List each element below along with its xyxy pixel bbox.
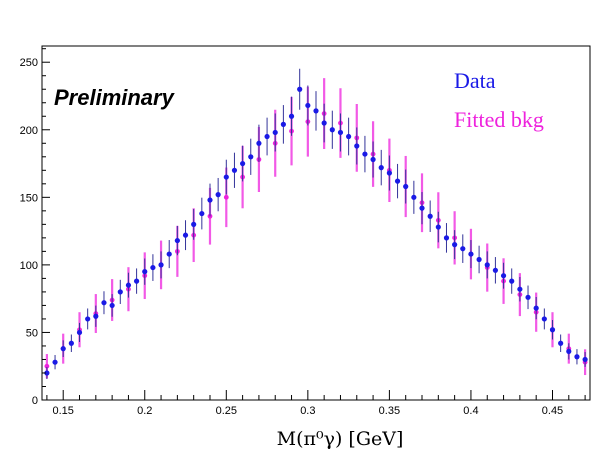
data-point [142, 269, 148, 275]
data-point [288, 113, 295, 119]
data-point [223, 174, 229, 180]
data-point [256, 140, 262, 146]
legend-data-label: Data [454, 68, 496, 93]
data-point [378, 165, 384, 171]
y-tick-label: 200 [20, 125, 38, 137]
data-point [509, 278, 515, 284]
data-point [582, 356, 588, 363]
data-point [419, 205, 425, 211]
data-point [166, 251, 172, 257]
data-point [68, 340, 74, 346]
data-point [231, 167, 238, 173]
data-point [264, 133, 270, 140]
x-tick-label: 0.4 [463, 405, 478, 417]
x-tick-label: 0.35 [379, 405, 400, 417]
data-point [370, 156, 376, 163]
data-point [427, 213, 433, 219]
data-point [44, 370, 50, 376]
data-point [354, 143, 360, 149]
y-tick-label: 150 [20, 192, 38, 204]
x-tick-label: 0.2 [137, 405, 152, 417]
data-point [109, 302, 115, 309]
data-point [305, 102, 311, 109]
data-point [362, 151, 368, 157]
data-point [452, 242, 458, 248]
data-point [297, 86, 303, 92]
data-point [533, 305, 539, 311]
data-point [411, 194, 417, 200]
data-point [199, 210, 205, 217]
data-point [517, 286, 523, 292]
data-point [93, 313, 99, 319]
data-point [346, 133, 352, 140]
y-tick-label: 250 [20, 57, 38, 69]
data-point [191, 221, 197, 227]
data-point [484, 262, 490, 268]
y-axis: 0 50 100 150 200 250 [20, 48, 50, 407]
data-point [558, 340, 564, 346]
data-point [386, 170, 392, 176]
data-point [125, 282, 132, 288]
data-point [158, 262, 164, 268]
data-point [403, 183, 409, 190]
data-series [44, 68, 588, 380]
preliminary-annotation: Preliminary [54, 85, 176, 110]
x-tick-label: 0.25 [216, 405, 237, 417]
x-axis: 0.15 0.2 0.25 0.3 0.35 0.4 0.45 [46, 390, 586, 417]
y-tick-label: 0 [32, 395, 38, 407]
data-point [460, 246, 466, 252]
data-point [468, 251, 474, 257]
data-point [549, 327, 556, 333]
data-point [174, 237, 180, 244]
data-point [492, 267, 499, 273]
data-point [215, 192, 221, 198]
data-point [272, 129, 278, 136]
data-point [574, 354, 580, 360]
data-point [500, 273, 507, 279]
bkg-point [223, 194, 229, 200]
data-point [337, 129, 344, 136]
data-point [566, 348, 572, 354]
data-point [280, 121, 286, 127]
x-axis-label: M(π⁰γ) [GeV] [277, 428, 404, 450]
data-point [101, 300, 107, 306]
y-tick-label: 50 [26, 327, 38, 339]
data-point [182, 232, 189, 238]
data-point [52, 359, 58, 365]
data-point [85, 316, 91, 322]
data-point [394, 178, 401, 184]
x-tick-label: 0.3 [300, 405, 315, 417]
legend-fitted-bkg-label: Fitted bkg [454, 107, 544, 132]
data-point [133, 278, 140, 284]
data-point [76, 329, 83, 336]
data-point [207, 197, 213, 203]
data-point [248, 154, 254, 160]
data-point [541, 316, 547, 322]
data-point [117, 289, 123, 295]
x-tick-label: 0.15 [52, 405, 73, 417]
data-point [150, 264, 156, 271]
data-point [525, 294, 531, 300]
data-point [329, 127, 335, 133]
x-tick-label: 0.45 [542, 405, 563, 417]
data-point [240, 160, 246, 167]
y-tick-label: 100 [20, 260, 38, 272]
data-point [435, 224, 441, 230]
data-point [443, 235, 450, 241]
data-point [313, 108, 319, 114]
data-point [321, 120, 327, 126]
data-point [476, 256, 482, 263]
bkg-point [44, 363, 50, 369]
data-point [60, 346, 66, 352]
